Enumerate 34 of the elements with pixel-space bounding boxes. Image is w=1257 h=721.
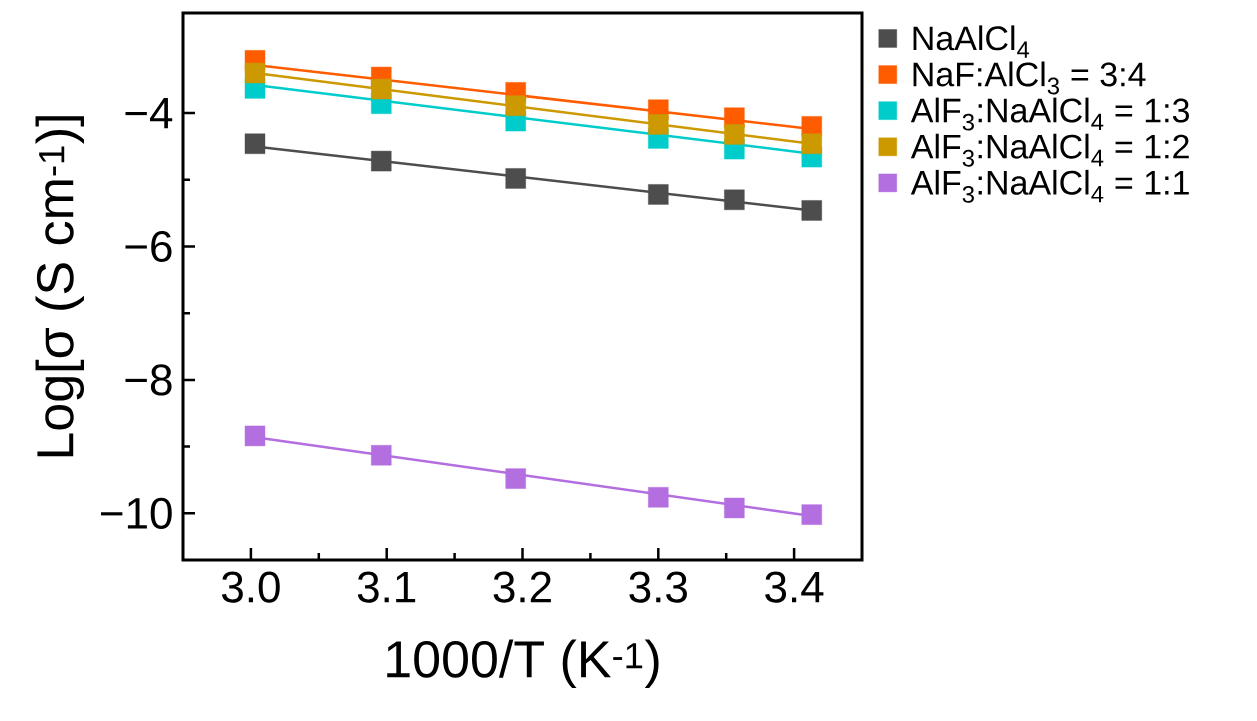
legend-label: NaAlCl$_{4}$: [913, 25, 1030, 58]
point: [724, 189, 745, 210]
point: [801, 504, 822, 525]
legend-label: NaF:AlCl$_{3}$ = 3:4: [913, 61, 1146, 95]
point: [648, 184, 669, 205]
point: [505, 95, 526, 116]
y-tick-label: −8: [125, 364, 172, 396]
y-tick-label: −10: [101, 497, 172, 529]
x-tick-label: 3.0: [221, 571, 280, 603]
x-tick-label: 3.1: [357, 571, 416, 603]
legend-label: AlF$_{3}$:NaAlCl$_{4}$ = 1:2: [910, 133, 1189, 167]
point: [505, 468, 526, 489]
x-axis-title: 1000/T (K$^{-1}$): [387, 639, 659, 688]
point: [648, 487, 669, 508]
point: [648, 114, 669, 135]
point: [801, 200, 822, 221]
point: [371, 78, 392, 100]
point: [244, 133, 266, 154]
x-tick-label: 3.2: [493, 571, 551, 603]
legend-label: AlF$_{3}$:NaAlCl$_{4}$ = 1:1: [910, 169, 1189, 203]
y-tick-label: −6: [125, 230, 172, 263]
y-tick-label: −4: [125, 97, 173, 129]
point: [505, 168, 526, 189]
point: [724, 497, 745, 519]
y-axis-title: Log[σ (S cm$^{-1}$)]: [35, 116, 85, 457]
x-tick-label: 3.3: [629, 571, 687, 603]
point: [371, 150, 392, 172]
point: [801, 133, 822, 154]
x-tick-label: 3.4: [765, 571, 824, 603]
point: [371, 445, 392, 466]
point: [244, 62, 266, 84]
point: [724, 124, 745, 145]
legend-label: AlF$_{3}$:NaAlCl$_{4}$ = 1:3: [910, 97, 1189, 131]
point: [244, 425, 266, 447]
